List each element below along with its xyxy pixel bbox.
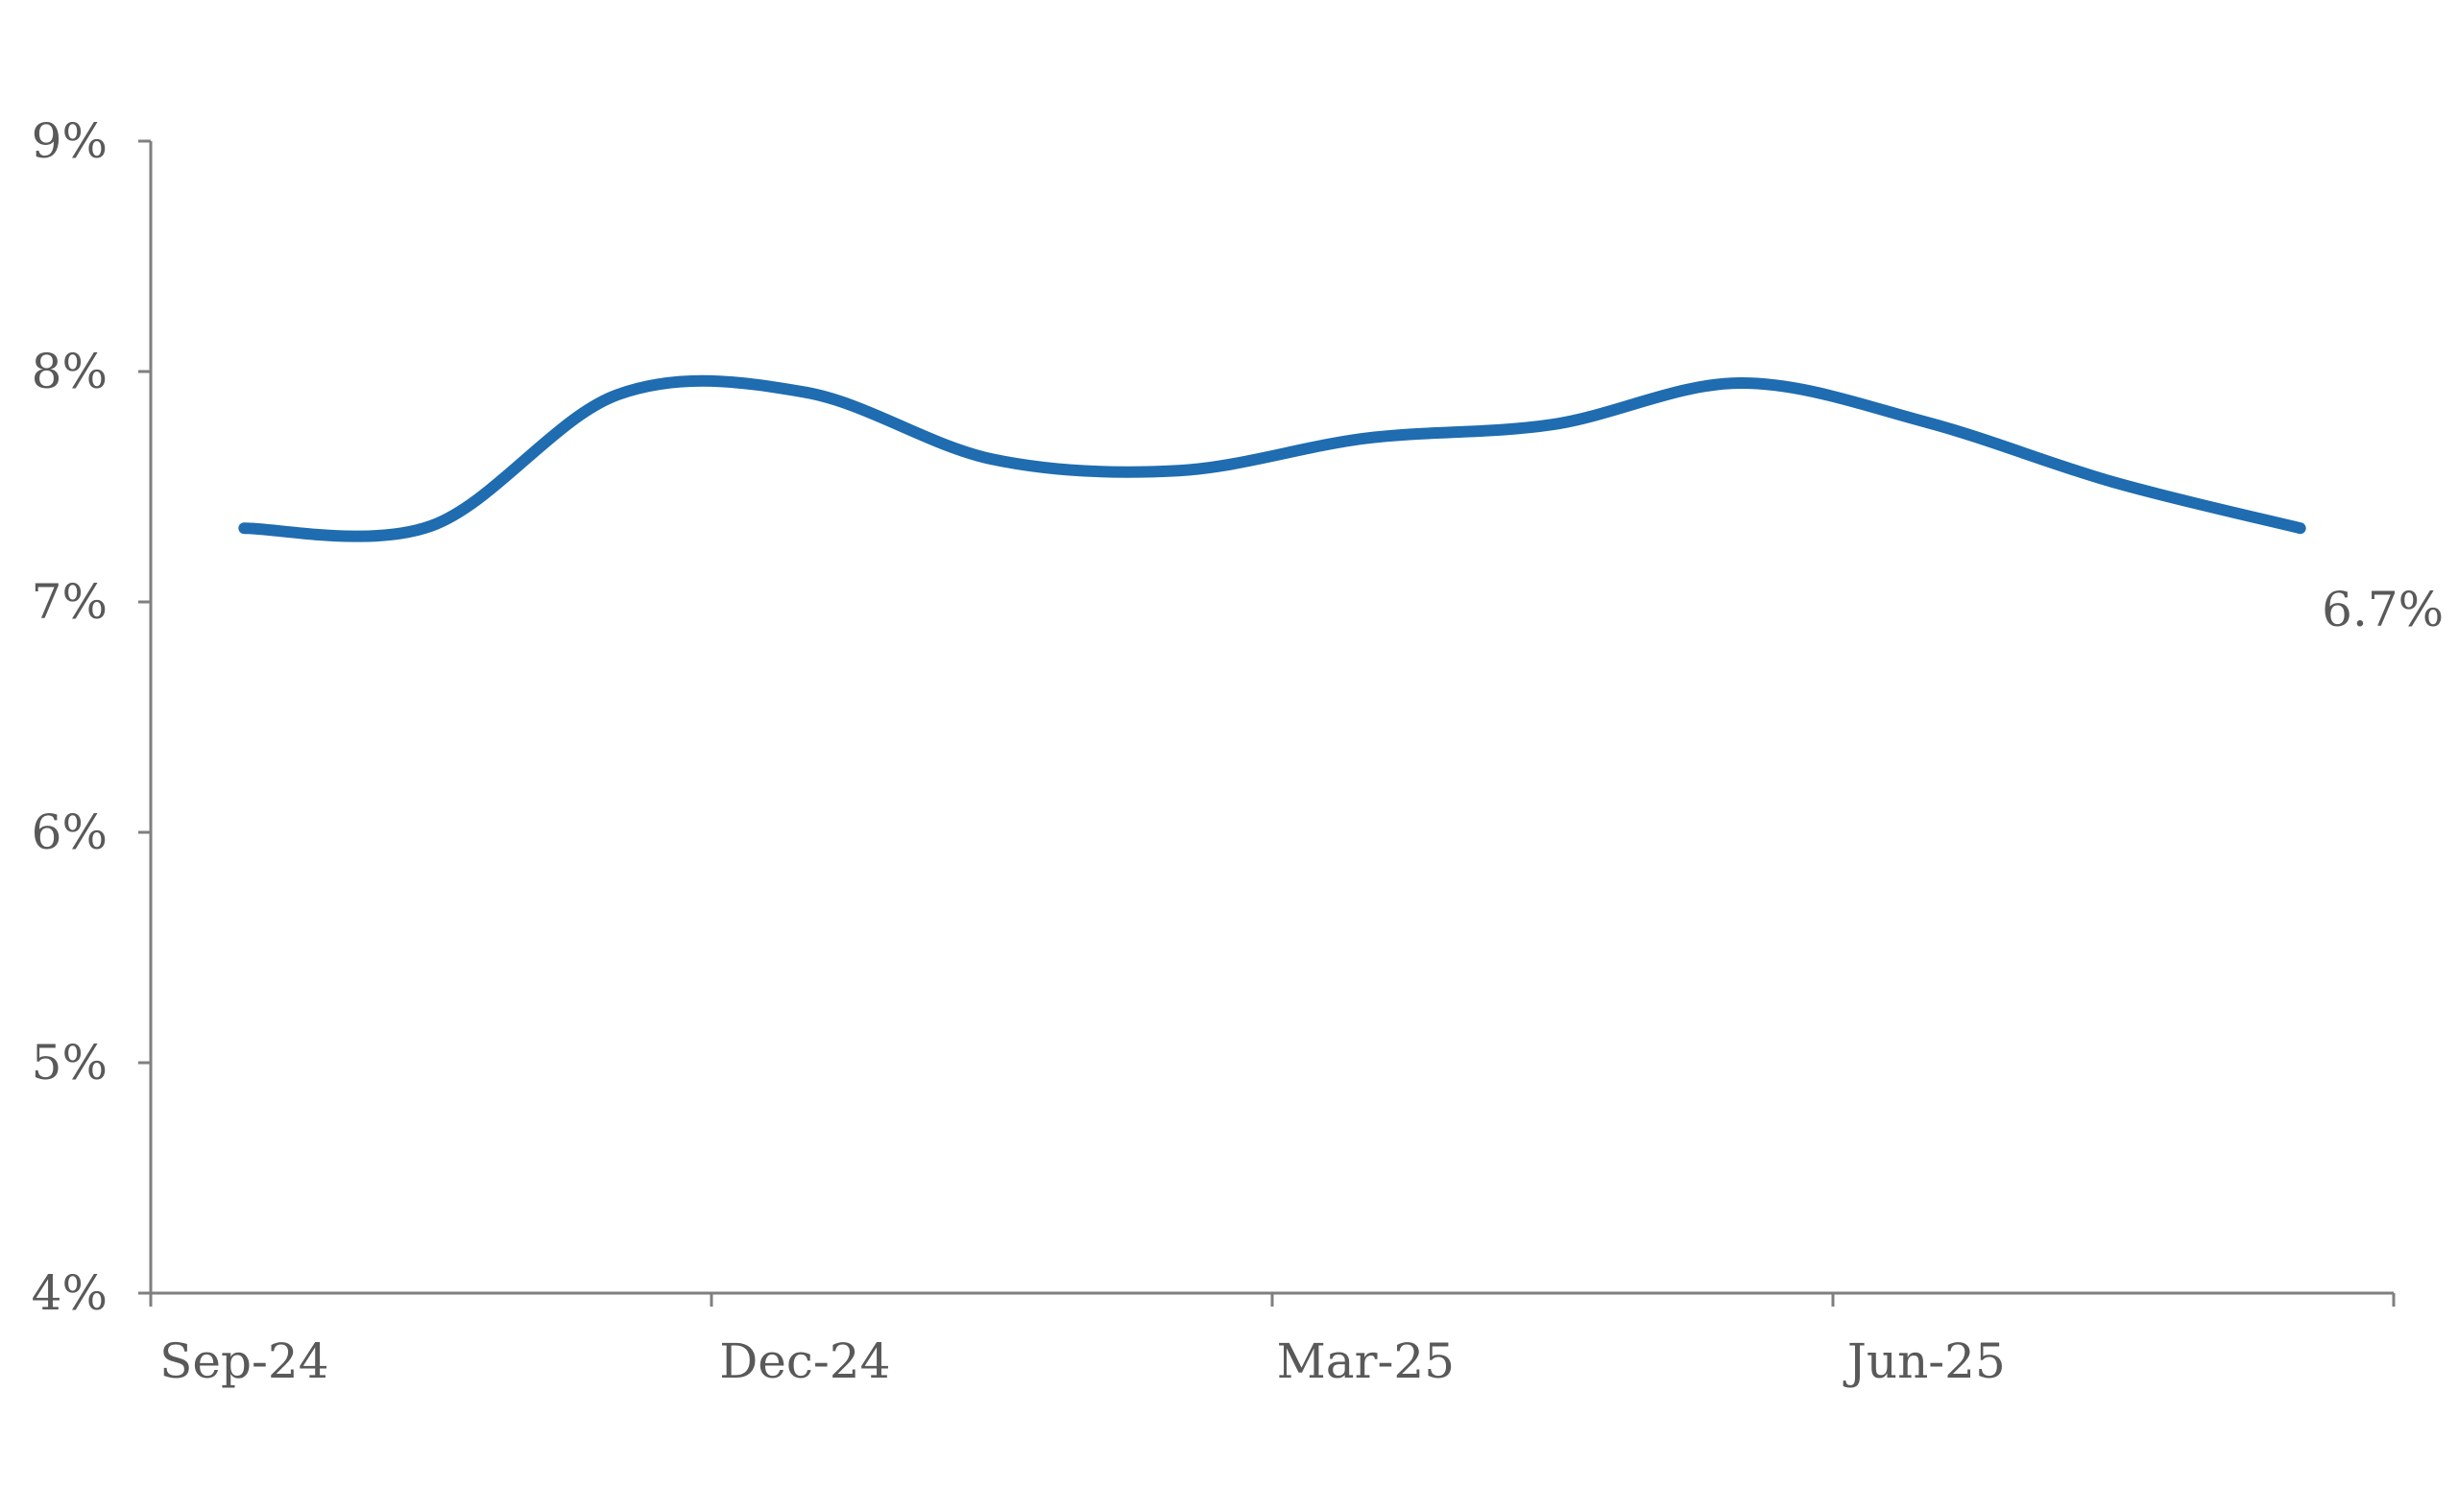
y-tick-label: 5% (32, 1035, 108, 1091)
y-tick-label: 9% (32, 113, 108, 169)
x-tick-label: Sep-24 (159, 1333, 328, 1389)
y-tick-label: 6% (32, 804, 108, 860)
y-tick-label: 7% (32, 574, 108, 630)
x-tick-label: Mar-25 (1277, 1333, 1455, 1389)
end-data-label: 6.7% (2322, 582, 2444, 637)
x-axis-labels: Sep-24 Dec-24 Mar-25 Jun-25 (159, 1333, 2006, 1389)
series-line (238, 374, 2306, 542)
y-axis-ticks (138, 139, 151, 1295)
y-axis-labels: 9% 8% 7% 6% 5% 4% (32, 113, 108, 1321)
x-tick-label: Dec-24 (719, 1333, 890, 1389)
y-tick-label: 8% (32, 344, 108, 399)
x-axis-ticks (149, 1293, 2396, 1307)
y-tick-label: 4% (32, 1265, 108, 1321)
x-tick-label: Jun-25 (1843, 1333, 2006, 1389)
